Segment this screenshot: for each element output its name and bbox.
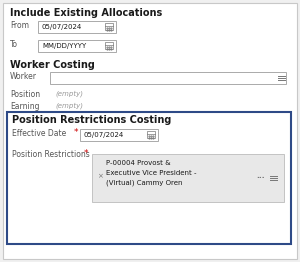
Text: Position Restrictions Costing: Position Restrictions Costing	[12, 115, 171, 125]
Text: Executive Vice President -: Executive Vice President -	[106, 170, 196, 176]
Bar	[38, 21, 116, 33]
Text: (empty): (empty)	[55, 102, 83, 109]
Bar	[92, 154, 284, 202]
Bar	[38, 40, 116, 52]
Bar	[147, 131, 155, 138]
Text: From: From	[10, 21, 29, 30]
Text: ...: ...	[256, 172, 265, 181]
Text: Position: Position	[10, 90, 40, 99]
Text: 05/07/2024: 05/07/2024	[42, 24, 82, 30]
FancyBboxPatch shape	[3, 3, 297, 259]
Text: (Virtual) Cammy Oren: (Virtual) Cammy Oren	[106, 180, 182, 187]
Text: MM/DD/YYYY: MM/DD/YYYY	[42, 43, 86, 49]
Bar	[105, 42, 113, 49]
Text: Position Restrictions: Position Restrictions	[12, 150, 90, 159]
Text: Include Existing Allocations: Include Existing Allocations	[10, 8, 162, 18]
Text: To: To	[10, 40, 18, 49]
Text: (empty): (empty)	[55, 90, 83, 97]
Text: 05/07/2024: 05/07/2024	[84, 132, 124, 138]
Text: *: *	[74, 128, 79, 137]
Text: ×: ×	[97, 173, 103, 179]
Bar	[80, 129, 158, 141]
Text: Worker Costing: Worker Costing	[10, 60, 95, 70]
Text: Effective Date: Effective Date	[12, 129, 66, 138]
Text: Earning: Earning	[10, 102, 40, 111]
Text: P-00004 Provost &: P-00004 Provost &	[106, 160, 171, 166]
Bar	[50, 72, 286, 84]
FancyBboxPatch shape	[7, 112, 291, 244]
Text: Worker: Worker	[10, 72, 37, 81]
Bar	[105, 23, 113, 30]
Text: *: *	[84, 149, 88, 158]
